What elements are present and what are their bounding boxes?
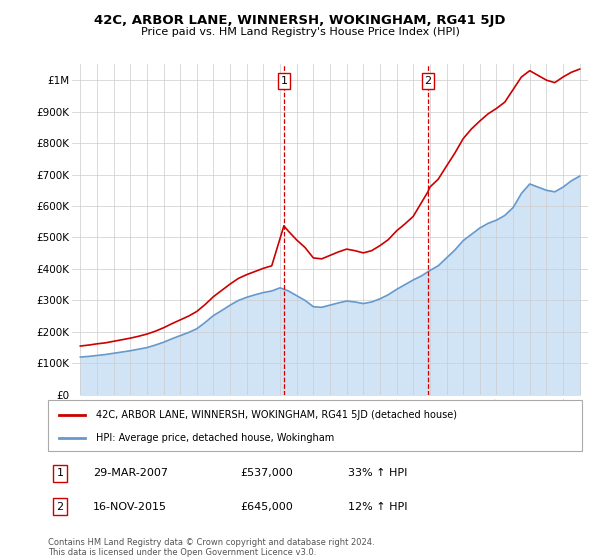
Text: 2: 2 bbox=[56, 502, 64, 512]
Text: HPI: Average price, detached house, Wokingham: HPI: Average price, detached house, Woki… bbox=[96, 433, 334, 443]
Text: 1: 1 bbox=[280, 76, 287, 86]
FancyBboxPatch shape bbox=[48, 400, 582, 451]
Text: £537,000: £537,000 bbox=[240, 468, 293, 478]
Text: 42C, ARBOR LANE, WINNERSH, WOKINGHAM, RG41 5JD: 42C, ARBOR LANE, WINNERSH, WOKINGHAM, RG… bbox=[94, 14, 506, 27]
Text: £645,000: £645,000 bbox=[240, 502, 293, 512]
Text: Price paid vs. HM Land Registry's House Price Index (HPI): Price paid vs. HM Land Registry's House … bbox=[140, 27, 460, 37]
Text: 42C, ARBOR LANE, WINNERSH, WOKINGHAM, RG41 5JD (detached house): 42C, ARBOR LANE, WINNERSH, WOKINGHAM, RG… bbox=[96, 409, 457, 419]
Text: 12% ↑ HPI: 12% ↑ HPI bbox=[348, 502, 407, 512]
Text: 33% ↑ HPI: 33% ↑ HPI bbox=[348, 468, 407, 478]
Text: Contains HM Land Registry data © Crown copyright and database right 2024.
This d: Contains HM Land Registry data © Crown c… bbox=[48, 538, 374, 557]
Text: 1: 1 bbox=[56, 468, 64, 478]
Text: 2: 2 bbox=[424, 76, 431, 86]
Text: 29-MAR-2007: 29-MAR-2007 bbox=[93, 468, 168, 478]
Text: 16-NOV-2015: 16-NOV-2015 bbox=[93, 502, 167, 512]
